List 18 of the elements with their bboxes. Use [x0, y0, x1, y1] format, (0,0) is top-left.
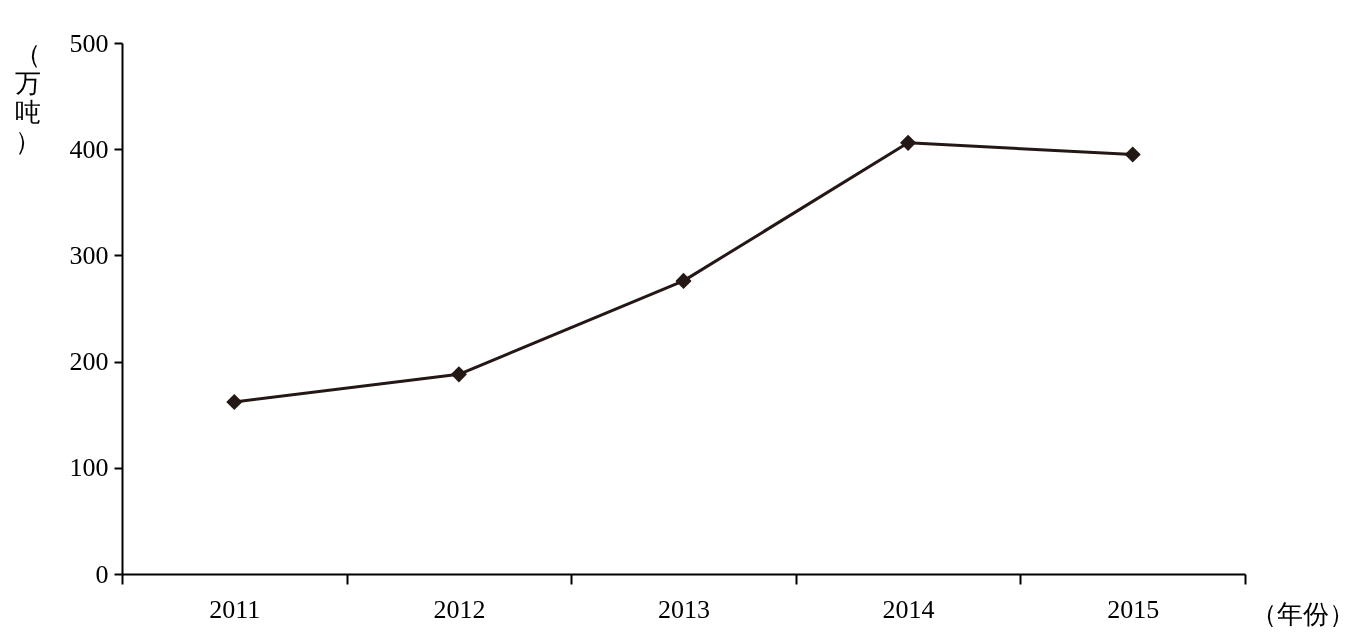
x-tick-label: 2013	[658, 594, 710, 624]
x-tick-label: 2012	[433, 594, 486, 624]
y-axis-title: （万吨）	[14, 39, 41, 156]
y-tick-label: 300	[69, 240, 109, 270]
point	[450, 366, 467, 383]
y-tick-label: 0	[95, 559, 109, 589]
x-axis-title: （年份）	[1250, 599, 1350, 629]
y-tick-label: 400	[69, 134, 109, 164]
x-tick-label: 2014	[882, 594, 935, 624]
x-tick-label: 2015	[1107, 594, 1160, 624]
point	[1124, 146, 1141, 163]
point	[675, 272, 692, 289]
point	[900, 134, 917, 151]
y-tick-label: 100	[69, 453, 109, 483]
y-tick-label: 500	[69, 28, 109, 58]
point	[226, 393, 243, 411]
y-tick-label: 200	[69, 347, 109, 377]
x-tick-label: 2011	[209, 594, 261, 624]
